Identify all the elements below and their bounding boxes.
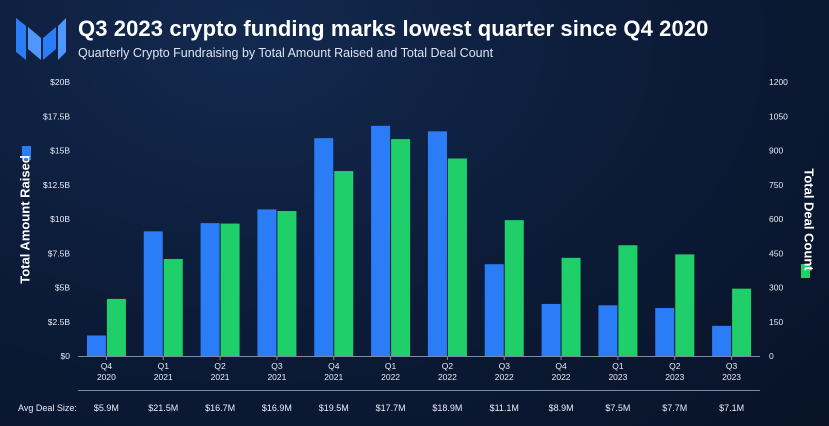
deal-count-bar [334,171,354,356]
x-tick-label-quarter: Q3 [271,361,283,371]
avg-deal-size-value: $8.9M [549,403,574,413]
amount-bar [86,335,106,356]
amount-bar [314,138,334,356]
x-tick-label-year: 2021 [324,372,343,382]
x-tick-label-quarter: Q3 [499,361,511,371]
x-tick-label-year: 2023 [608,372,627,382]
deal-count-bar [447,158,467,356]
x-tick-label-year: 2023 [722,372,741,382]
avg-deal-size-value: $19.5M [319,403,349,413]
y-right-tick-label: 300 [769,283,783,293]
avg-deal-size-value: $21.5M [148,403,178,413]
x-tick-label-year: 2022 [552,372,571,382]
amount-bar [655,308,675,356]
deal-count-legend-swatch [801,264,810,278]
avg-deal-size-value: $16.9M [262,403,292,413]
x-tick-label-year: 2021 [267,372,286,382]
y-right-tick-label: 450 [769,248,783,258]
avg-deal-size-value: $11.1M [490,403,519,413]
avg-deal-size-value: $16.7M [205,403,235,413]
amount-bar [143,231,163,356]
y-right-tick-label: 900 [769,146,783,156]
avg-deal-size-value: $5.9M [94,403,119,413]
avg-deal-size-value: $17.7M [376,403,406,413]
y-left-tick-label: $7.5B [48,248,71,258]
messari-logo-icon [16,18,66,60]
x-tick-label-quarter: Q4 [555,361,567,371]
x-tick-label-quarter: Q1 [158,361,170,371]
amount-bar [541,303,561,356]
x-tick-label-quarter: Q2 [669,361,681,371]
amount-bar [484,264,504,356]
y-left-tick-label: $15B [50,146,70,156]
y-right-tick-label: 1050 [769,111,788,121]
page-subtitle: Quarterly Crypto Fundraising by Total Am… [78,46,494,60]
y-left-tick-label: $0 [61,351,71,361]
y-right-tick-label: 1200 [769,77,788,87]
y-left-tick-label: $5B [55,283,70,293]
x-tick-label-year: 2021 [154,372,173,382]
x-tick-label-quarter: Q2 [442,361,454,371]
x-tick-label-year: 2020 [97,372,116,382]
deal-count-bar [561,257,581,356]
deal-count-bar [277,211,297,356]
x-tick-label-quarter: Q3 [726,361,738,371]
x-tick-label-quarter: Q2 [214,361,226,371]
amount-bar [200,223,220,356]
deal-count-bar [163,258,183,356]
x-tick-label-quarter: Q4 [328,361,340,371]
deal-count-bar [732,288,752,356]
amount-bar [371,125,391,356]
avg-deal-size-value: $18.9M [432,403,462,413]
y-left-tick-label: $2.5B [48,317,71,327]
x-tick-label-quarter: Q4 [101,361,113,371]
y-left-tick-label: $12.5B [43,180,70,190]
avg-deal-size-value: $7.7M [662,403,687,413]
x-tick-label-year: 2023 [665,372,684,382]
x-tick-label-quarter: Q1 [385,361,397,371]
avg-deal-size-value: $7.5M [605,403,630,413]
x-tick-label-year: 2022 [438,372,457,382]
y-right-tick-label: 750 [769,180,783,190]
x-tick-label-quarter: Q1 [612,361,624,371]
y-right-tick-label: 0 [769,351,774,361]
amount-bar [257,209,277,356]
amount-bar [712,325,732,356]
y-left-tick-label: $17.5B [43,111,70,121]
avg-deal-size-label: Avg Deal Size: [18,403,77,413]
deal-count-bar [675,254,695,356]
y-right-tick-label: 150 [769,317,783,327]
deal-count-bar [391,139,411,356]
deal-count-bar [618,245,638,356]
deal-count-bar [106,298,126,356]
y-left-tick-label: $20B [50,77,70,87]
y-right-tick-label: 600 [769,214,783,224]
deal-count-bar [504,220,524,356]
amount-bar [598,305,618,356]
x-tick-label-year: 2022 [381,372,400,382]
amount-legend-swatch [22,146,31,160]
avg-deal-size-value: $7.1M [719,403,744,413]
deal-count-bar [220,223,240,356]
x-tick-label-year: 2022 [495,372,514,382]
amount-bar [427,131,447,356]
y-left-tick-label: $10B [50,214,70,224]
page-title: Q3 2023 crypto funding marks lowest quar… [78,16,709,41]
x-tick-label-year: 2021 [211,372,230,382]
